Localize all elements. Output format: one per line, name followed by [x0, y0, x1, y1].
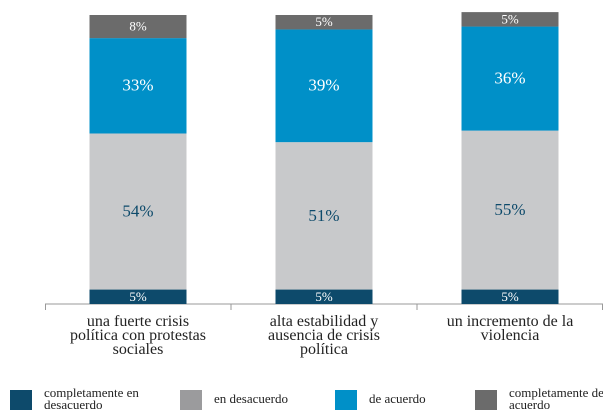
bar-segment [461, 12, 559, 27]
data-label: 39% [308, 76, 339, 95]
data-label: 8% [129, 19, 147, 34]
bar-segment [89, 133, 187, 290]
data-label: 33% [122, 76, 153, 95]
bar-segment [461, 26, 559, 131]
legend-swatch [10, 390, 32, 410]
bar-segment [89, 15, 187, 39]
x-tick-label: una fuerte crisis política con protestas s… [70, 313, 206, 358]
bar-segment [461, 130, 559, 290]
bar-segment [275, 15, 373, 30]
data-label: 36% [494, 68, 525, 87]
legend-label: completamente en desacuerdo [44, 385, 139, 412]
legend-label: en desacuerdo [214, 391, 288, 406]
legend-label: completamente de acuerdo [509, 385, 603, 412]
legend-swatch [335, 390, 357, 410]
data-label: 51% [308, 206, 339, 225]
x-tick-label: alta estabilidad y ausencia de crisis polí… [268, 313, 380, 358]
bar-segment [461, 289, 559, 304]
x-tick-label: un incremento de la violencia [447, 313, 574, 344]
bar-segment [275, 289, 373, 304]
data-label: 5% [129, 289, 147, 304]
legend-swatch [475, 390, 497, 410]
data-label: 5% [315, 14, 333, 29]
legend-swatch [180, 390, 202, 410]
legend-label: de acuerdo [369, 391, 426, 406]
data-label: 5% [501, 289, 519, 304]
data-label: 5% [315, 289, 333, 304]
bar-segment [275, 142, 373, 290]
data-label: 5% [501, 11, 519, 26]
bar-segment [275, 29, 373, 143]
bar-segment [89, 38, 187, 134]
data-label: 55% [494, 200, 525, 219]
data-label: 54% [122, 201, 153, 220]
bar-segment [89, 289, 187, 304]
